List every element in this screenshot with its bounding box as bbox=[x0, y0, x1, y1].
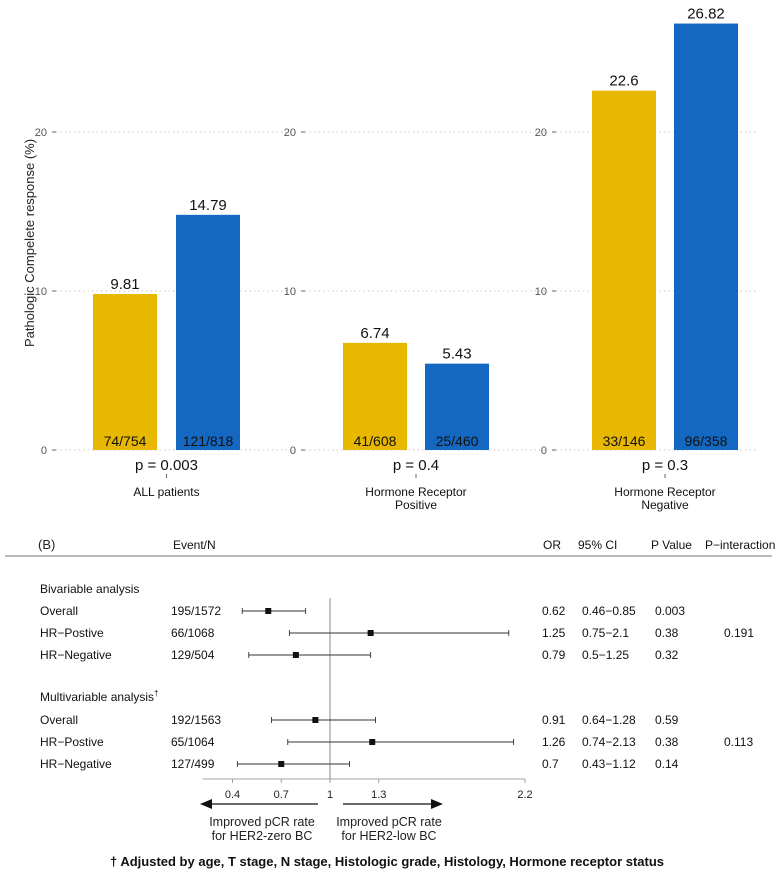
forest-x-tick-label: 1.3 bbox=[371, 789, 386, 801]
bar-count-label: 25/460 bbox=[436, 433, 479, 449]
y-tick-label: 20 bbox=[35, 127, 47, 139]
p-value-label: p = 0.4 bbox=[393, 457, 439, 474]
header-or: OR bbox=[543, 538, 561, 552]
panel-label: Negative bbox=[641, 498, 689, 512]
bar bbox=[176, 214, 240, 450]
header-pinteraction: P−interaction bbox=[705, 538, 775, 552]
row-ci: 0.64−1.28 bbox=[582, 713, 636, 727]
forest-x-tick-label: 1 bbox=[327, 789, 333, 801]
y-tick-label: 10 bbox=[535, 286, 547, 298]
row-p: 0.38 bbox=[655, 735, 679, 749]
header-p: P Value bbox=[651, 538, 692, 552]
row-events: 66/1068 bbox=[171, 626, 215, 640]
row-or: 0.91 bbox=[542, 713, 566, 727]
header-ci: 95% CI bbox=[578, 538, 617, 552]
panel-b-label: (B) bbox=[38, 537, 55, 552]
row-p: 0.32 bbox=[655, 648, 679, 662]
bar bbox=[425, 363, 489, 450]
or-point bbox=[278, 761, 285, 767]
bar-value-label: 9.81 bbox=[110, 276, 139, 293]
bar-value-label: 22.6 bbox=[609, 73, 638, 90]
row-or: 0.7 bbox=[542, 757, 559, 771]
row-ci: 0.74−2.13 bbox=[582, 735, 636, 749]
bar-count-label: 121/818 bbox=[183, 433, 234, 449]
row-pinteraction: 0.113 bbox=[724, 735, 753, 749]
row-label: Overall bbox=[40, 604, 78, 618]
row-events: 129/504 bbox=[171, 648, 215, 662]
bar-value-label: 14.79 bbox=[189, 197, 227, 214]
row-ci: 0.43−1.12 bbox=[582, 757, 636, 771]
y-tick-label: 20 bbox=[284, 127, 296, 139]
row-or: 0.62 bbox=[542, 604, 566, 618]
row-label: HR−Negative bbox=[40, 648, 112, 662]
bar bbox=[93, 294, 157, 450]
row-p: 0.38 bbox=[655, 626, 679, 640]
bar-count-label: 96/358 bbox=[685, 433, 728, 449]
arrow-left-caption: Improved pCR rate bbox=[209, 815, 315, 829]
row-ci: 0.75−2.1 bbox=[582, 626, 629, 640]
row-p: 0.003 bbox=[655, 604, 685, 618]
bar-value-label: 5.43 bbox=[442, 346, 471, 363]
or-point bbox=[265, 608, 272, 614]
arrow-left-head bbox=[200, 799, 212, 809]
y-tick-label: 0 bbox=[290, 445, 296, 457]
row-label: Overall bbox=[40, 713, 78, 727]
bar bbox=[592, 90, 656, 450]
y-tick-label: 20 bbox=[535, 127, 547, 139]
bar-count-label: 74/754 bbox=[104, 433, 147, 449]
bar-value-label: 26.82 bbox=[687, 6, 725, 23]
y-tick-label: 0 bbox=[541, 445, 547, 457]
row-label: HR−Postive bbox=[40, 735, 104, 749]
row-events: 127/499 bbox=[171, 757, 215, 771]
arrow-right-caption: Improved pCR rate bbox=[336, 815, 442, 829]
or-point bbox=[367, 630, 374, 636]
arrow-left-caption: for HER2-zero BC bbox=[212, 829, 313, 843]
forest-x-tick-label: 0.4 bbox=[225, 789, 240, 801]
row-events: 65/1064 bbox=[171, 735, 215, 749]
bar bbox=[674, 23, 738, 450]
row-label: HR−Negative bbox=[40, 757, 112, 771]
panel-label: ALL patients bbox=[133, 485, 199, 499]
panel-label: Positive bbox=[395, 498, 437, 512]
section-title: Bivariable analysis bbox=[40, 582, 139, 596]
or-point bbox=[312, 717, 319, 723]
footnote: † Adjusted by age, T stage, N stage, His… bbox=[110, 854, 664, 869]
header-event: Event/N bbox=[173, 538, 216, 552]
panel-label: Hormone Receptor bbox=[614, 485, 715, 499]
row-ci: 0.46−0.85 bbox=[582, 604, 636, 618]
row-or: 1.25 bbox=[542, 626, 566, 640]
y-axis-label: Pathologic Compelete response (%) bbox=[22, 139, 37, 347]
panel-label: Hormone Receptor bbox=[365, 485, 466, 499]
p-value-label: p = 0.3 bbox=[642, 457, 688, 474]
y-tick-label: 10 bbox=[284, 286, 296, 298]
row-pinteraction: 0.191 bbox=[724, 626, 754, 640]
p-value-label: p = 0.003 bbox=[135, 457, 198, 474]
arrow-right-caption: for HER2-low BC bbox=[341, 829, 436, 843]
row-events: 195/1572 bbox=[171, 604, 221, 618]
row-p: 0.59 bbox=[655, 713, 679, 727]
row-label: HR−Postive bbox=[40, 626, 104, 640]
or-point bbox=[292, 652, 299, 658]
forest-x-tick-label: 2.2 bbox=[517, 789, 532, 801]
bar bbox=[343, 342, 407, 450]
section-title: Multivariable analysis† bbox=[40, 689, 159, 704]
or-point bbox=[369, 739, 376, 745]
row-events: 192/1563 bbox=[171, 713, 221, 727]
footnote-mark: † bbox=[154, 689, 158, 698]
bar-count-label: 33/146 bbox=[603, 433, 646, 449]
row-or: 1.26 bbox=[542, 735, 566, 749]
arrow-right-head bbox=[431, 799, 443, 809]
row-or: 0.79 bbox=[542, 648, 566, 662]
bar-count-label: 41/608 bbox=[354, 433, 397, 449]
y-tick-label: 10 bbox=[35, 286, 47, 298]
y-tick-label: 0 bbox=[41, 445, 47, 457]
row-p: 0.14 bbox=[655, 757, 679, 771]
forest-x-tick-label: 0.7 bbox=[274, 789, 289, 801]
row-ci: 0.5−1.25 bbox=[582, 648, 629, 662]
bar-value-label: 6.74 bbox=[360, 325, 389, 342]
